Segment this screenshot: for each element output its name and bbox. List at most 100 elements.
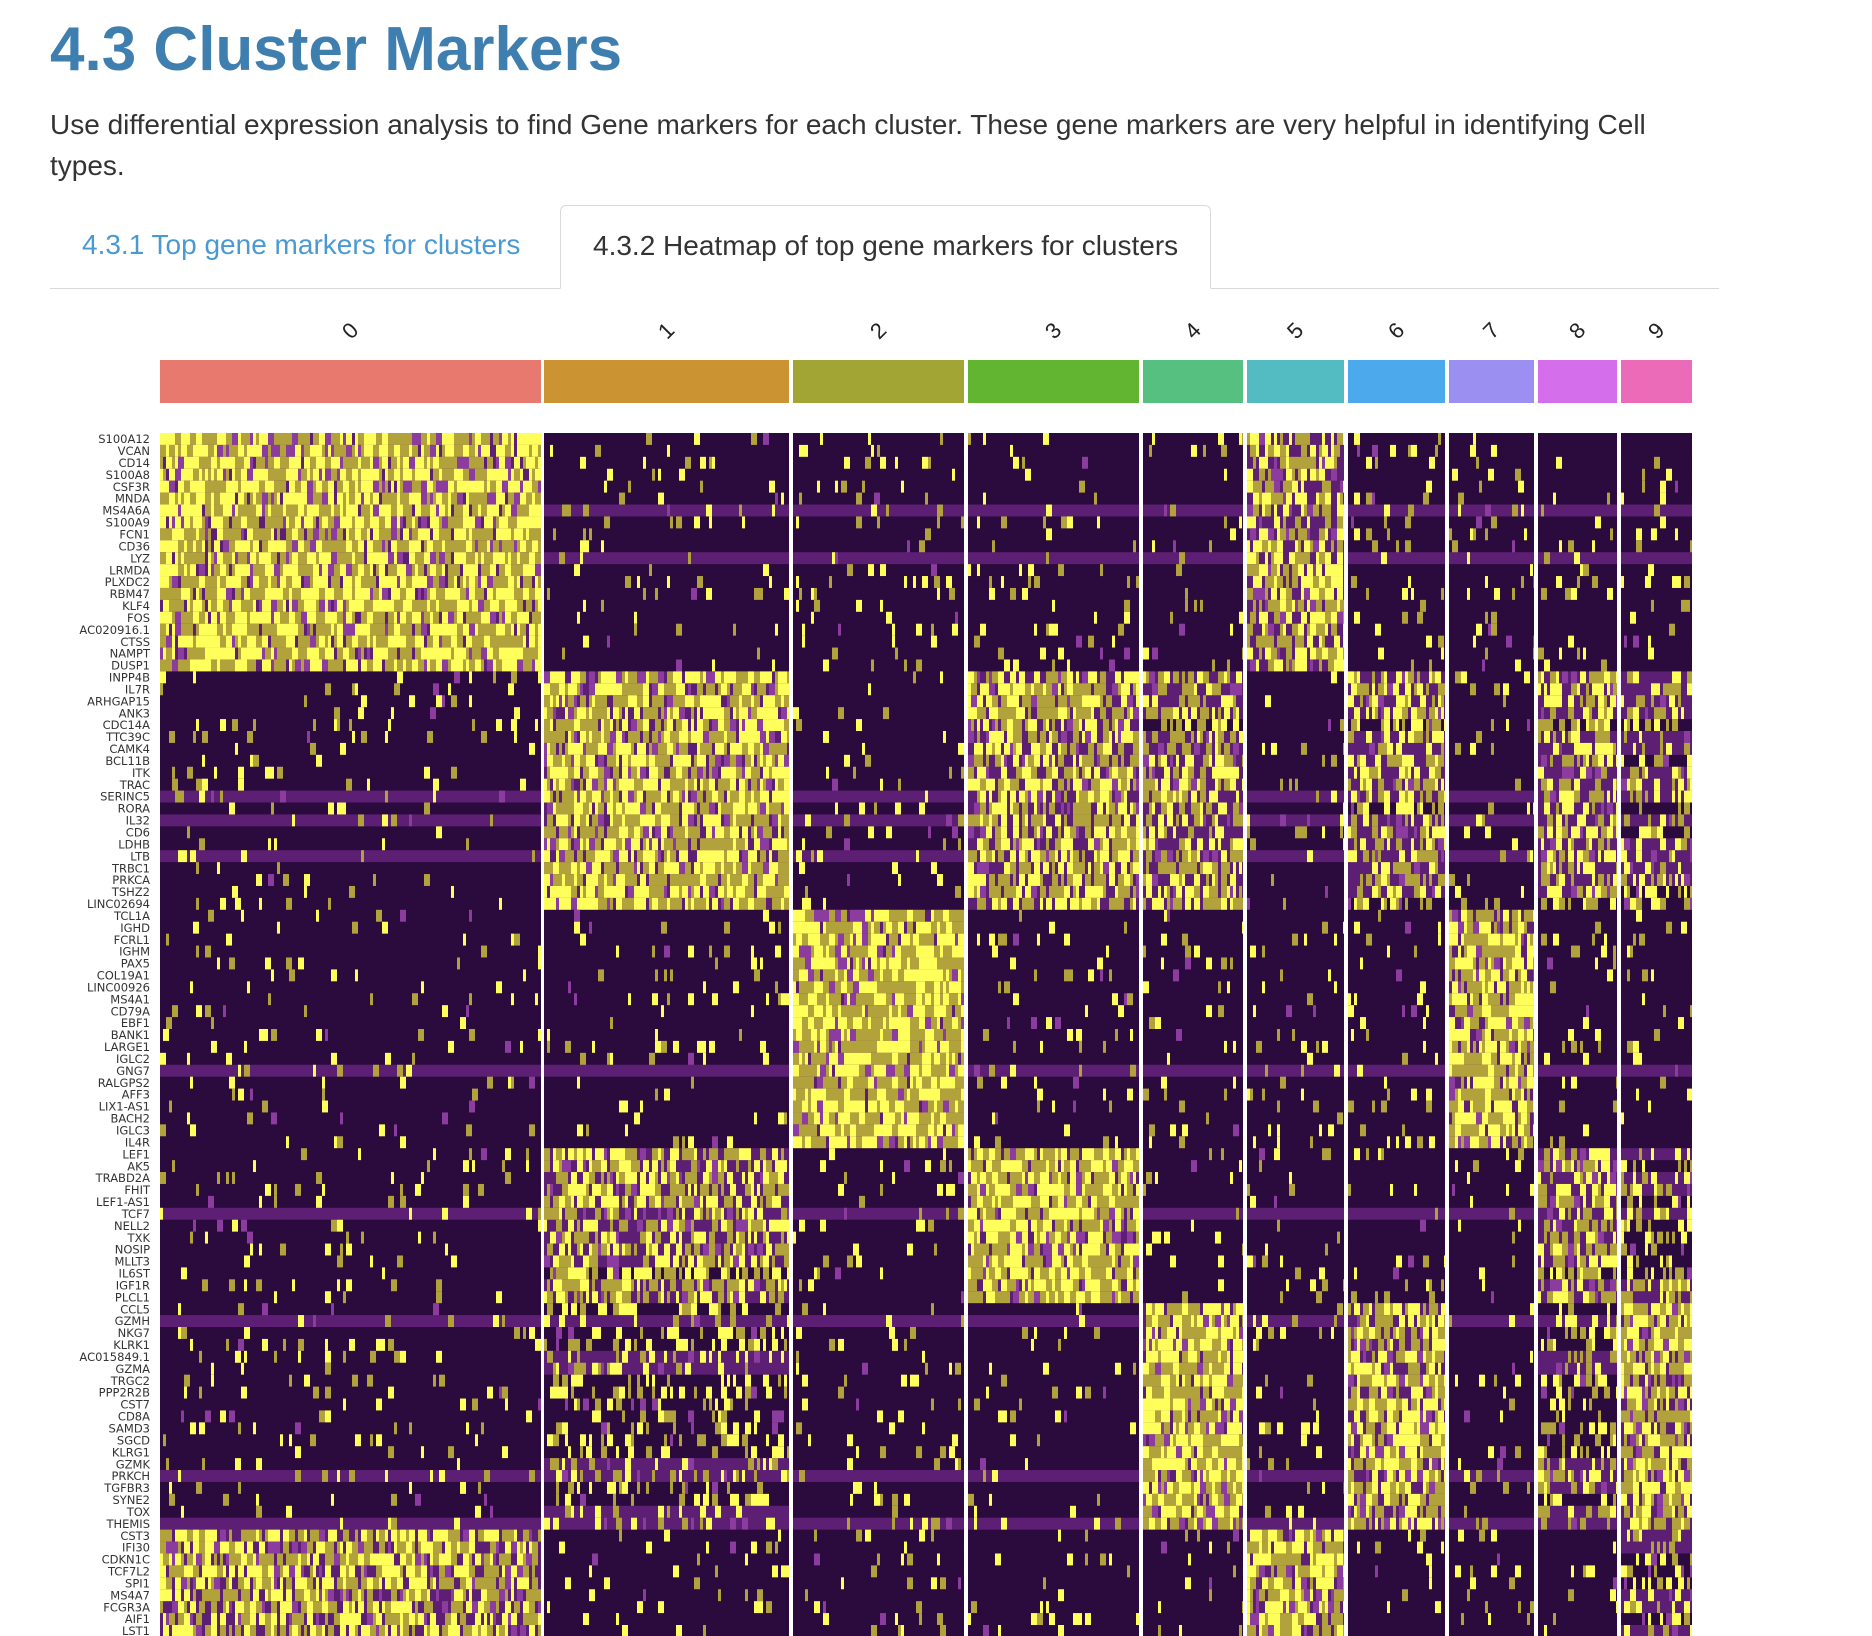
cell-stripe [481, 492, 487, 506]
cell-stripe [1280, 587, 1286, 601]
cell-stripe [778, 671, 781, 684]
cell-stripe [397, 456, 400, 470]
cell-stripe [184, 587, 190, 601]
cell-stripe [1402, 611, 1408, 625]
cell-stripe [613, 814, 616, 827]
cell-stripe [481, 540, 487, 553]
cell-stripe [370, 433, 376, 446]
cell-stripe [502, 540, 505, 553]
cell-stripe [160, 576, 163, 589]
cell-stripe [763, 707, 769, 720]
cell-stripe [568, 683, 571, 696]
heatmap-cell-MS4A6A-1 [544, 504, 789, 518]
cell-stripe [400, 492, 403, 506]
cell-stripe [475, 623, 478, 637]
heatmap-cell-CTSS-9 [1621, 635, 1692, 649]
cell-stripe [490, 516, 493, 529]
cell-stripe [190, 480, 193, 494]
cell-stripe [511, 564, 514, 577]
cell-stripe [349, 587, 352, 601]
cell-stripe [1280, 528, 1283, 541]
cell-stripe [160, 504, 166, 518]
cell-stripe [655, 802, 661, 816]
cell-stripe [616, 874, 619, 887]
cell-stripe [313, 576, 319, 589]
cell-stripe [262, 599, 265, 613]
cell-stripe [1094, 695, 1100, 708]
cell-stripe [1010, 802, 1013, 816]
cell-stripe [433, 480, 436, 494]
cell-stripe [1034, 576, 1040, 589]
cell-stripe [502, 587, 508, 601]
cell-stripe [1604, 671, 1610, 684]
cell-stripe [1672, 671, 1678, 684]
cell-stripe [238, 444, 244, 458]
cell-stripe [1506, 719, 1509, 732]
cell-stripe [448, 444, 454, 458]
cell-stripe [977, 790, 980, 804]
cell-stripe [1019, 862, 1025, 875]
cell-stripe [253, 623, 259, 637]
cell-stripe [977, 731, 980, 744]
tab-top-gene-markers[interactable]: 4.3.1 Top gene markers for clusters [82, 229, 521, 260]
cell-stripe [1313, 564, 1316, 577]
cell-stripe [1283, 528, 1286, 541]
cell-stripe [439, 504, 442, 518]
cell-stripe [1381, 731, 1384, 744]
cell-stripe [1022, 838, 1028, 851]
cell-stripe [1152, 790, 1158, 804]
cell-stripe [349, 492, 355, 506]
cell-stripe [1369, 790, 1372, 804]
cell-stripe [1470, 683, 1476, 696]
heatmap-cell-VCAN-8 [1538, 444, 1617, 458]
cell-stripe [544, 719, 550, 732]
cell-stripe [373, 504, 379, 518]
cell-stripe [1408, 444, 1411, 458]
cell-stripe [217, 456, 220, 470]
cell-stripe [694, 862, 697, 875]
cell-stripe [1179, 802, 1185, 816]
cell-stripe [376, 635, 382, 649]
cell-stripe [538, 623, 541, 637]
cell-stripe [1645, 707, 1648, 720]
cell-stripe [1155, 778, 1158, 792]
cell-stripe [1417, 719, 1423, 732]
tab-heatmap-gene-markers[interactable]: 4.3.2 Heatmap of top gene markers for cl… [560, 205, 1212, 289]
cell-stripe [1648, 814, 1651, 827]
cell-stripe [535, 433, 538, 446]
cell-stripe [1097, 516, 1100, 529]
cell-stripe [1121, 695, 1127, 708]
cell-stripe [286, 647, 292, 661]
cell-stripe [772, 790, 778, 804]
cell-stripe [1550, 683, 1556, 696]
cell-stripe [739, 671, 742, 684]
section-title: 4.3 Cluster Markers [50, 15, 623, 84]
cell-stripe [977, 516, 980, 529]
cell-stripe [397, 564, 403, 577]
cell-stripe [1188, 766, 1194, 780]
cell-stripe [631, 671, 637, 684]
cell-stripe [265, 766, 268, 780]
cell-stripe [214, 766, 217, 780]
cell-stripe [700, 456, 706, 470]
cell-stripe [451, 456, 457, 470]
cell-stripe [571, 874, 574, 887]
heatmap-cell-IL7R-5 [1247, 683, 1344, 696]
cell-stripe [325, 444, 328, 458]
cell-stripe [1280, 611, 1286, 625]
cell-stripe [436, 623, 439, 637]
heatmap-cell-LRMDA-6 [1348, 564, 1445, 577]
cell-stripe [1218, 719, 1221, 732]
cell-stripe [1082, 731, 1085, 744]
cell-stripe [1343, 433, 1344, 446]
cell-stripe [980, 790, 986, 804]
cell-stripe [745, 802, 748, 816]
cell-stripe [340, 468, 343, 482]
cell-stripe [1170, 862, 1176, 875]
cell-stripe [379, 576, 385, 589]
cell-stripe [250, 433, 253, 446]
heatmap-cell-FOS-6 [1348, 611, 1445, 625]
cell-stripe [337, 599, 343, 613]
cell-stripe [1663, 754, 1669, 768]
cell-stripe [382, 814, 388, 827]
